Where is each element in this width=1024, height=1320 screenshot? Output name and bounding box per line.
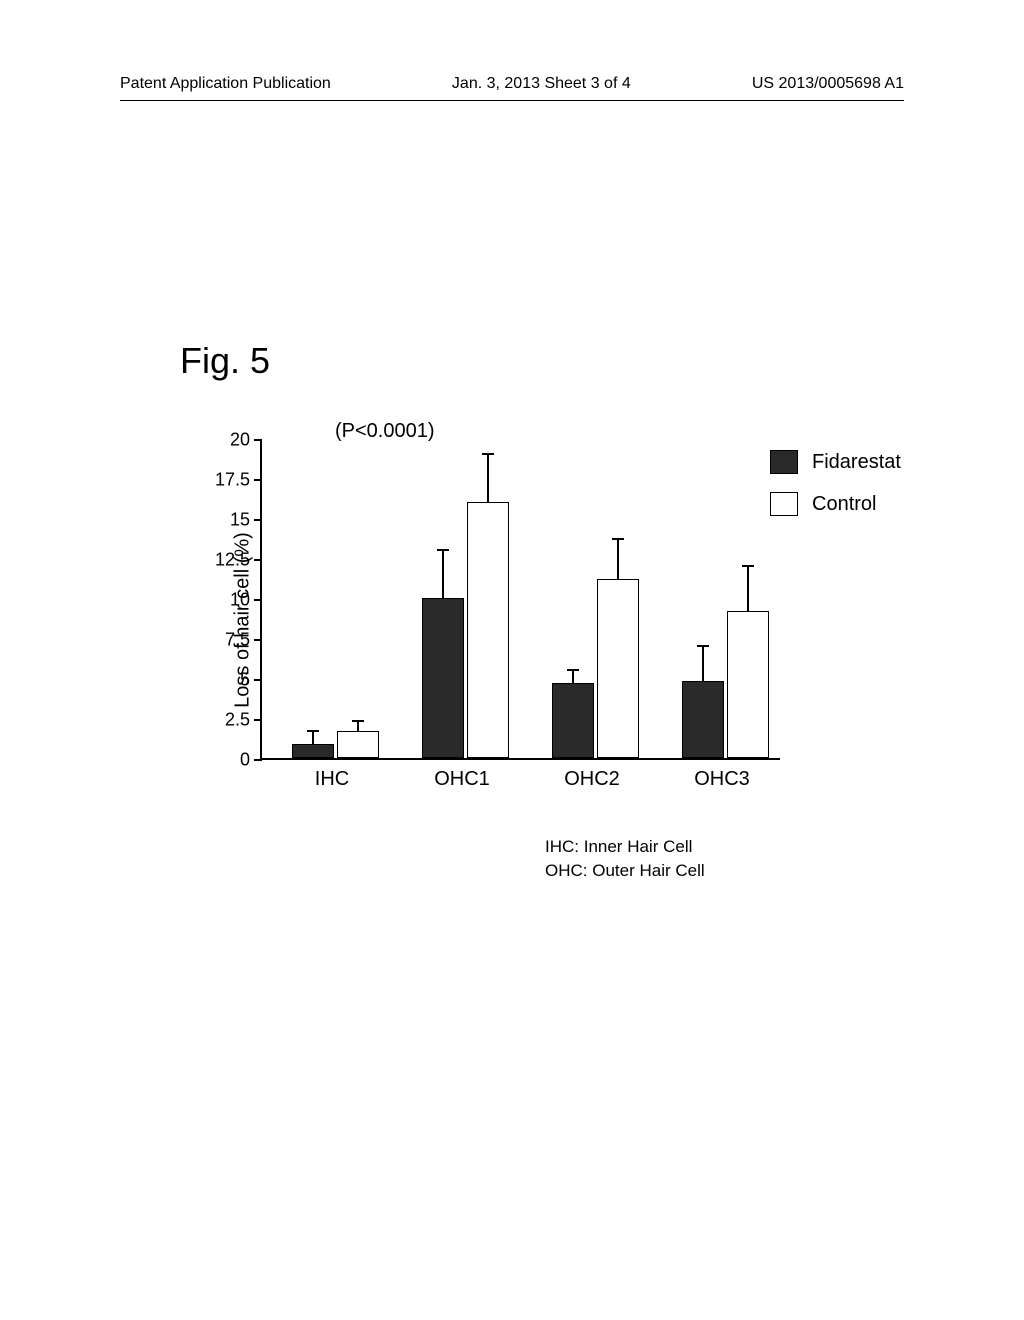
y-tick [254,639,262,641]
header-center: Jan. 3, 2013 Sheet 3 of 4 [452,75,631,93]
error-cap [352,720,364,722]
y-tick [254,559,262,561]
legend-label: Fidarestat [812,451,901,474]
page-header: Patent Application Publication Jan. 3, 2… [0,75,1024,93]
bar [597,579,639,758]
legend: Fidarestat Control [770,450,901,534]
x-tick-label: OHC3 [672,768,772,791]
y-tick [254,479,262,481]
x-tick-label: OHC1 [412,768,512,791]
y-tick-label: 5 [240,670,250,691]
error-cap [612,538,624,540]
y-tick-label: 7.5 [225,630,250,651]
y-tick [254,719,262,721]
footnote-line: IHC: Inner Hair Cell [545,835,705,859]
error-bar [357,721,359,731]
legend-swatch-fidarestat [770,450,798,474]
y-tick-label: 17.5 [215,470,250,491]
error-cap [482,453,494,455]
bar [552,683,594,758]
x-tick-label: IHC [282,768,382,791]
error-cap [307,730,319,732]
error-bar [442,550,444,598]
y-tick [254,679,262,681]
y-tick-label: 10 [230,590,250,611]
x-tick-label: OHC2 [542,768,642,791]
header-right: US 2013/0005698 A1 [752,75,904,93]
bar-chart: Loss of hair cell (%) 02.557.51012.51517… [185,440,825,800]
error-bar [702,646,704,681]
y-tick [254,519,262,521]
legend-label: Control [812,493,876,516]
bar [727,611,769,758]
error-cap [567,669,579,671]
y-tick-label: 20 [230,430,250,451]
legend-swatch-control [770,492,798,516]
bar [422,598,464,758]
bar [467,502,509,758]
y-tick [254,759,262,761]
error-bar [572,670,574,683]
error-cap [697,645,709,647]
y-tick-label: 0 [240,750,250,771]
y-tick [254,599,262,601]
legend-item: Control [770,492,901,516]
header-rule [120,100,904,101]
figure-label: Fig. 5 [180,340,270,382]
y-tick [254,439,262,441]
plot-area: 02.557.51012.51517.520 [260,440,780,760]
bar [337,731,379,758]
footnote: IHC: Inner Hair Cell OHC: Outer Hair Cel… [545,835,705,883]
y-tick-label: 15 [230,510,250,531]
bar [682,681,724,758]
error-bar [747,566,749,611]
header-left: Patent Application Publication [120,75,331,93]
error-cap [742,565,754,567]
legend-item: Fidarestat [770,450,901,474]
error-cap [437,549,449,551]
error-bar [487,454,489,502]
error-bar [312,731,314,744]
footnote-line: OHC: Outer Hair Cell [545,859,705,883]
bar [292,744,334,758]
y-tick-label: 2.5 [225,710,250,731]
y-tick-label: 12.5 [215,550,250,571]
error-bar [617,539,619,579]
